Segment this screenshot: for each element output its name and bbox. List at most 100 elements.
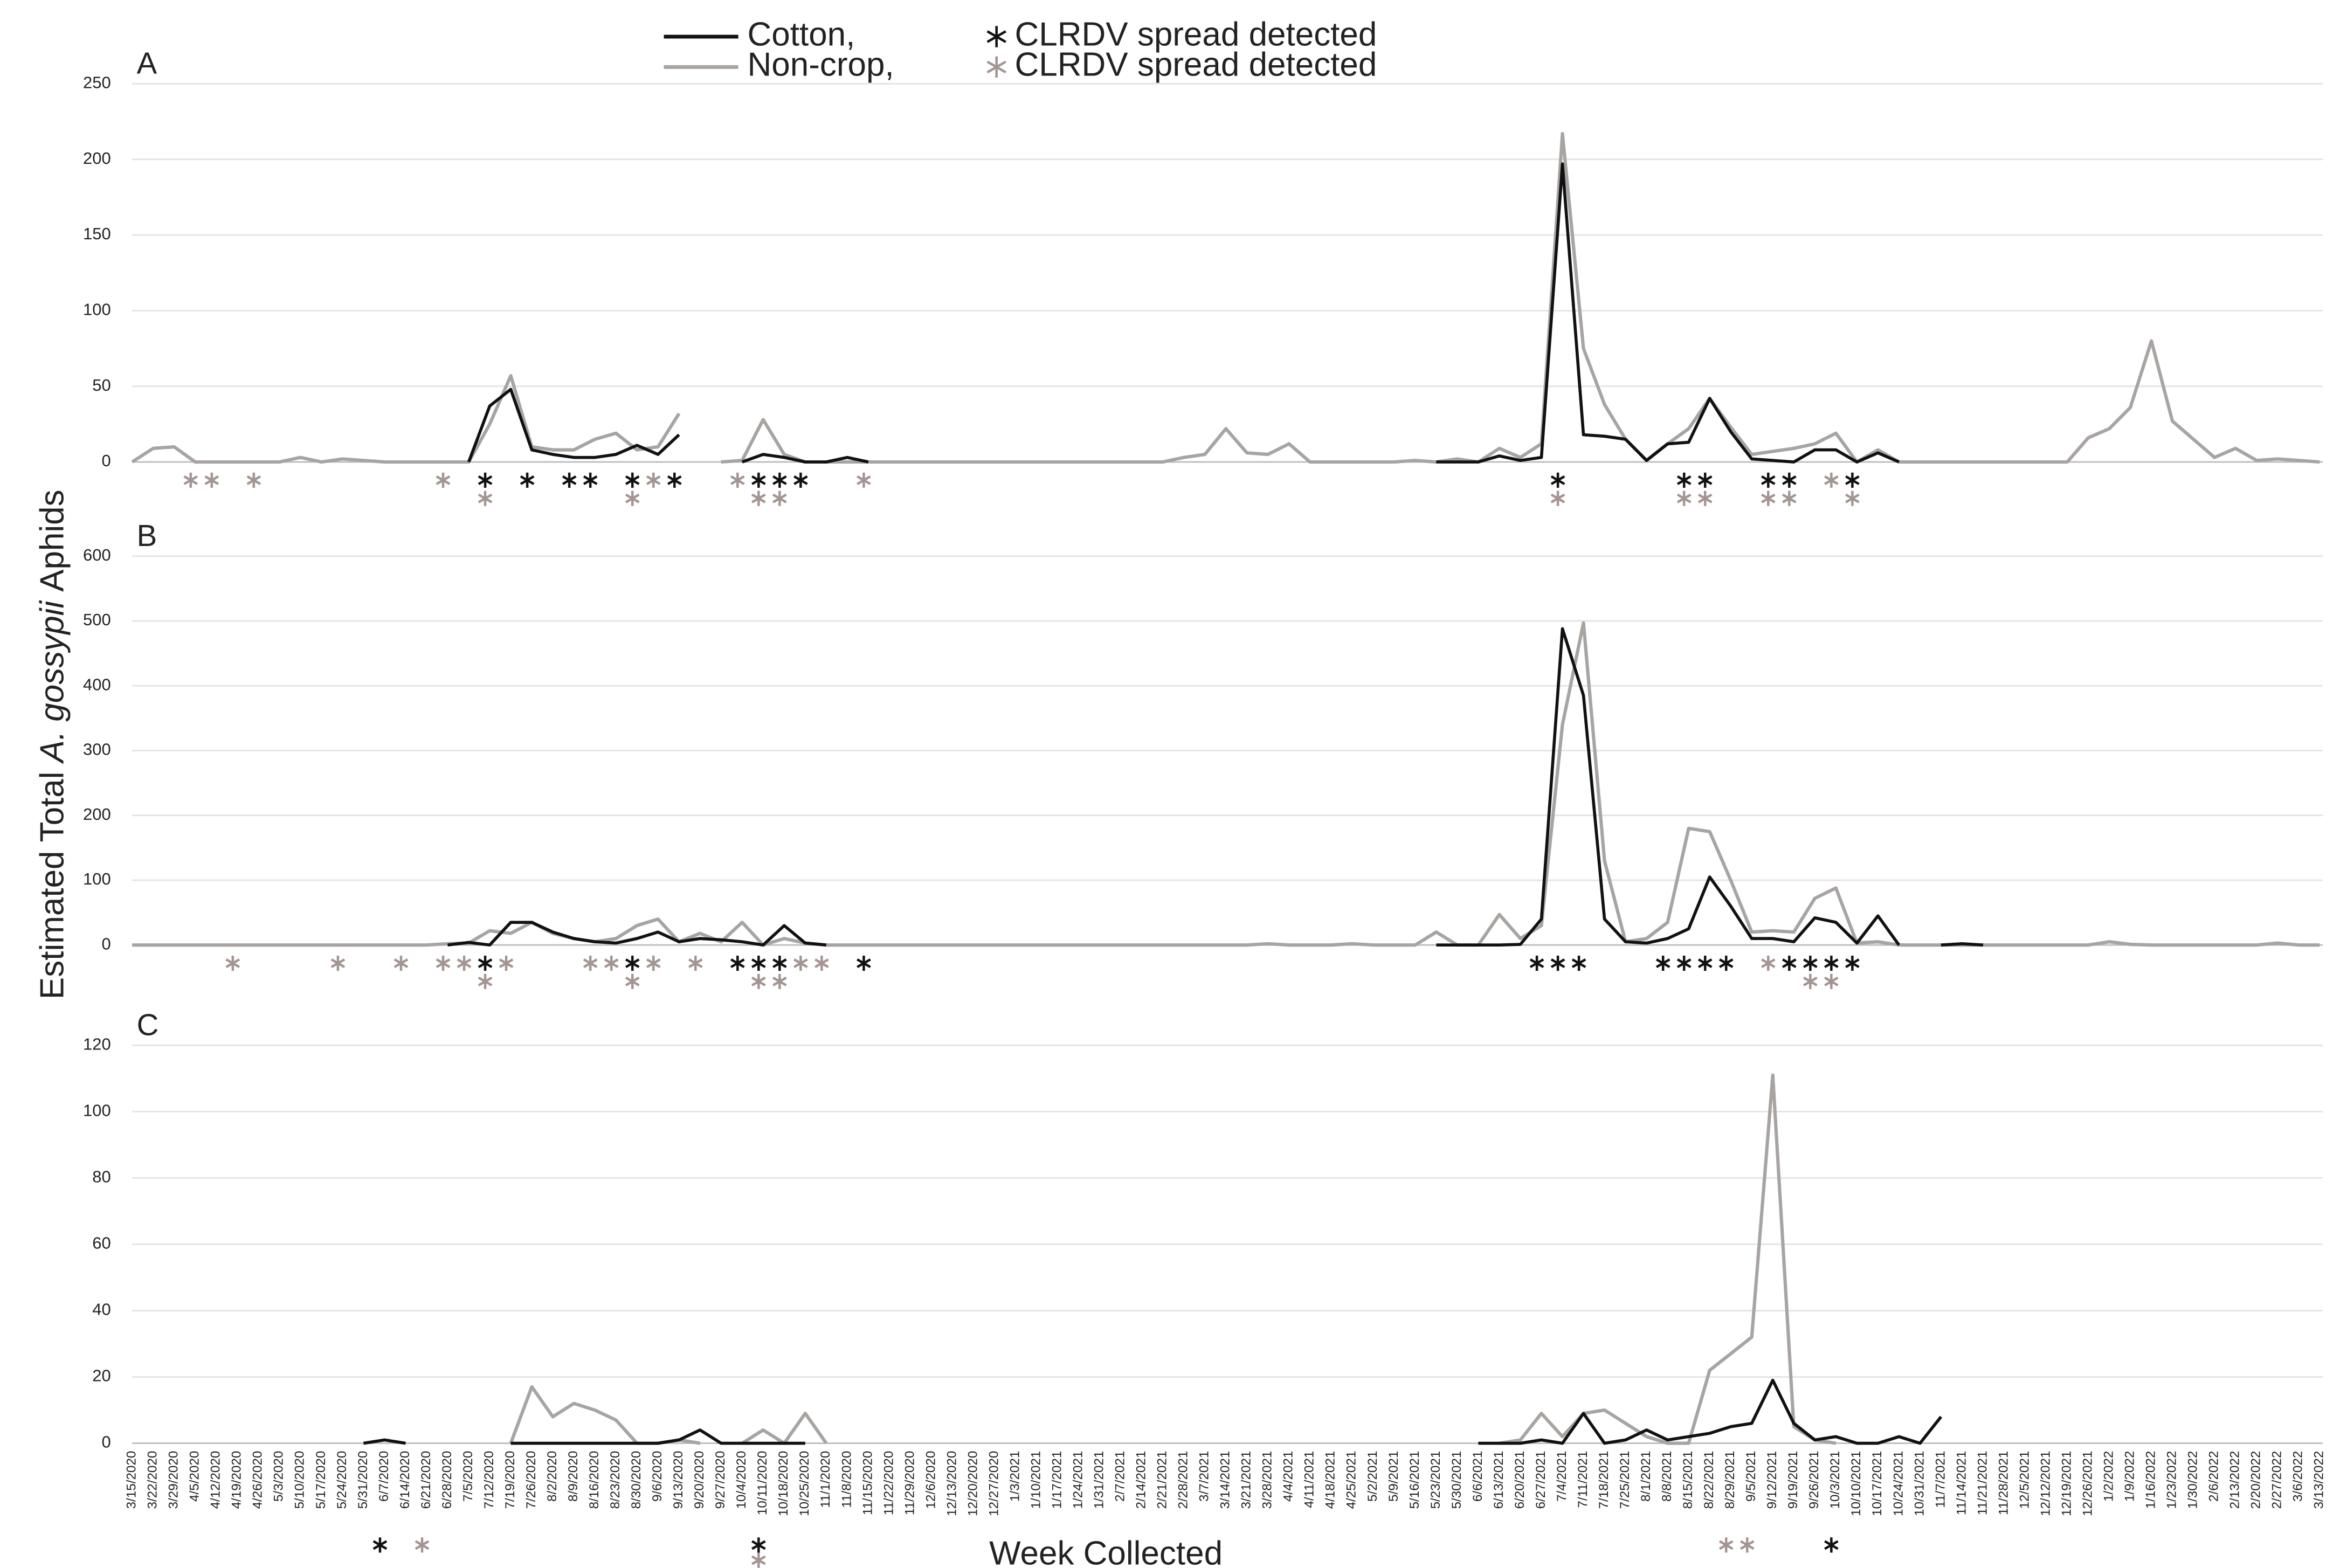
x-tick-label: 9/20/2020 [692,1451,707,1509]
spread-marker [1845,491,1860,506]
spread-marker-stroke [457,958,472,969]
x-tick-label: 1/23/2022 [2165,1451,2179,1509]
spread-marker [478,973,493,989]
spread-marker [499,955,514,971]
y-tick-label: 200 [83,149,111,168]
spread-marker [751,491,766,506]
spread-marker [204,472,219,488]
y-tick-label: 300 [83,740,111,759]
spread-marker [562,472,577,488]
y-tick-label: 100 [83,869,111,888]
x-tick-label: 5/2/2021 [1365,1451,1380,1502]
x-tick-label: 12/5/2021 [2017,1451,2032,1509]
x-tick-label: 3/22/2020 [146,1451,160,1509]
spread-marker-stroke [478,976,493,986]
spread-marker-stroke [499,958,514,969]
legend-label: Non-crop, [748,46,894,84]
x-tick-label: 4/4/2021 [1281,1451,1296,1502]
x-tick-label: 2/20/2022 [2249,1451,2263,1509]
spread-marker [372,1537,388,1553]
spread-marker [986,26,1006,47]
x-tick-label: 3/6/2022 [2291,1451,2305,1502]
series-line [447,627,1984,947]
x-tick-label: 7/11/2021 [1576,1451,1590,1508]
x-tick-label: 12/19/2021 [2059,1451,2074,1516]
spread-marker [1676,955,1692,971]
x-tick-label: 1/16/2022 [2144,1451,2158,1509]
spread-marker-stroke [436,475,451,485]
x-tick-label: 5/23/2021 [1428,1451,1443,1509]
spread-marker-stroke [857,958,871,969]
spread-marker [1803,955,1818,971]
y-tick-label: 80 [92,1168,111,1186]
spread-marker [772,491,787,506]
x-tick-label: 8/22/2021 [1702,1451,1716,1509]
spread-marker-stroke [1824,475,1839,485]
spread-marker [1782,955,1797,971]
x-tick-label: 3/21/2021 [1239,1451,1254,1509]
spread-marker [793,472,808,488]
x-tick-label: 2/21/2021 [1155,1451,1170,1509]
x-tick-label: 10/17/2021 [1870,1451,1884,1516]
x-tick-label: 3/7/2021 [1197,1451,1212,1502]
spread-marker [688,955,703,971]
spread-marker-stroke [646,958,661,969]
spread-marker-stroke [1739,1540,1755,1550]
x-tick-label: 6/7/2020 [377,1451,391,1502]
series-line [131,132,2320,464]
spread-marker [1550,472,1565,488]
spread-marker-stroke [730,958,745,969]
spread-marker-stroke [1697,493,1713,503]
x-tick-label: 12/20/2020 [965,1451,980,1516]
x-tick-label: 4/5/2020 [188,1451,202,1502]
series-line [132,621,2320,947]
spread-marker-stroke [1697,958,1713,969]
x-tick-label: 8/9/2020 [566,1451,581,1502]
spread-marker [772,472,787,488]
spread-marker [751,1537,766,1553]
y-axis-title: Estimated Total A. gossypii Aphids [34,489,71,999]
x-tick-label: 11/7/2021 [1933,1451,1948,1508]
spread-marker-stroke [604,958,619,969]
x-tick-label: 1/31/2021 [1092,1451,1107,1509]
spread-marker-stroke [394,958,409,969]
spread-marker-stroke [1676,493,1692,503]
y-tick-label: 0 [101,934,111,953]
legend-label: CLRDV spread detected [1015,46,1377,84]
x-tick-label: 9/5/2021 [1744,1451,1758,1502]
spread-marker-stroke [204,475,219,485]
x-tick-label: 5/9/2021 [1386,1451,1401,1502]
x-tick-label: 12/26/2021 [2080,1451,2095,1516]
spread-marker-stroke [667,475,682,485]
y-axis-title-part: A. gossypii [34,600,71,765]
spread-marker-stroke [1824,976,1839,986]
x-tick-label: 8/15/2021 [1681,1451,1695,1509]
spread-marker-stroke [751,958,766,969]
spread-marker-stroke [1803,958,1818,969]
spread-marker [1697,491,1713,506]
x-tick-label: 10/25/2020 [797,1451,812,1516]
x-axis-title: Week Collected [989,1535,1223,1568]
spread-marker [1718,955,1734,971]
spread-marker [857,955,871,971]
spread-marker [986,56,1006,78]
y-tick-label: 100 [83,300,111,319]
spread-marker-stroke [225,958,240,969]
spread-marker [1718,1537,1734,1553]
spread-marker [1824,1537,1839,1553]
spread-marker [1761,955,1776,971]
x-tick-label: 11/28/2021 [1996,1451,2011,1515]
x-tick-label: 10/3/2021 [1828,1451,1842,1509]
spread-marker-stroke [857,475,871,485]
x-tick-label: 2/14/2021 [1134,1451,1149,1509]
spread-marker [793,955,808,971]
spread-marker [751,973,766,989]
spread-marker [625,955,640,971]
y-tick-label: 40 [92,1300,111,1319]
spread-marker-stroke [751,1540,766,1550]
spread-marker [478,955,493,971]
spread-marker [1550,955,1565,971]
y-tick-label: 250 [83,73,111,92]
spread-marker-stroke [751,493,766,503]
